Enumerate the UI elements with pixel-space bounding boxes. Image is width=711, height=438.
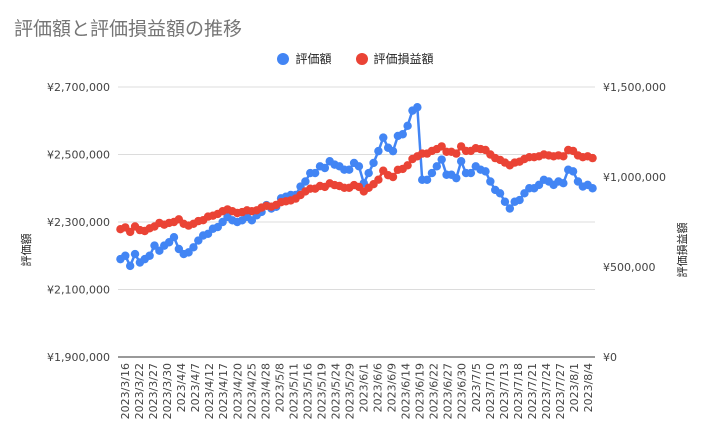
- data-point-0: [398, 130, 407, 139]
- data-point-0: [125, 261, 135, 271]
- data-point-0: [466, 168, 476, 178]
- data-point-1: [452, 149, 461, 158]
- x-tick-label: 2023/7/13: [498, 363, 511, 419]
- x-tick-label: 2023/3/30: [161, 363, 174, 419]
- data-point-0: [486, 177, 495, 186]
- data-point-0: [505, 204, 515, 213]
- x-tick-label: 2023/3/22: [133, 363, 146, 419]
- legend-entry-gain[interactable]: 評価損益額: [355, 50, 434, 67]
- data-point-0: [432, 162, 442, 171]
- chart-title: 評価額と評価損益額の推移: [14, 18, 243, 40]
- data-point-0: [169, 232, 179, 242]
- x-tick-label: 2023/4/12: [203, 363, 216, 419]
- x-tick-label: 2023/6/19: [414, 363, 427, 419]
- x-tick-label: 2023/4/7: [189, 363, 202, 412]
- data-point-0: [481, 167, 490, 176]
- data-point-0: [354, 162, 364, 171]
- right-tick-label: ¥1,500,000: [603, 81, 666, 94]
- legend-dot-valuation-icon: [277, 52, 290, 65]
- left-axis-title: 評価額: [19, 234, 33, 267]
- x-tick-label: 2023/5/29: [343, 363, 356, 419]
- x-tick-label: 2023/4/17: [217, 363, 230, 419]
- left-tick-label: ¥2,500,000: [47, 149, 110, 162]
- data-point-0: [456, 157, 466, 166]
- data-point-0: [374, 146, 383, 156]
- x-tick-label: 2023/5/8: [273, 363, 286, 412]
- x-tick-label: 2023/7/27: [554, 363, 567, 419]
- data-point-0: [130, 249, 140, 259]
- data-point-0: [427, 168, 437, 178]
- legend: 評価額 評価損益額: [0, 50, 711, 67]
- data-point-1: [559, 152, 568, 161]
- left-tick-label: ¥2,700,000: [47, 81, 110, 94]
- data-point-0: [588, 184, 597, 193]
- x-tick-label: 2023/6/14: [400, 363, 413, 419]
- data-point-0: [495, 189, 505, 198]
- data-point-0: [189, 243, 198, 252]
- x-tick-label: 2023/4/20: [231, 363, 244, 419]
- right-tick-label: ¥500,000: [603, 261, 656, 274]
- left-tick-label: ¥2,100,000: [47, 284, 110, 297]
- x-tick-label: 2023/5/11: [287, 363, 300, 419]
- legend-label-valuation: 評価額: [295, 52, 332, 66]
- data-point-1: [374, 175, 383, 184]
- x-tick-label: 2023/5/19: [315, 363, 328, 419]
- x-tick-label: 2023/6/30: [456, 363, 469, 419]
- x-tick-label: 2023/8/4: [582, 363, 595, 412]
- x-tick-label: 2023/7/5: [470, 363, 483, 412]
- legend-label-gain: 評価損益額: [373, 52, 434, 66]
- data-point-0: [568, 167, 578, 176]
- data-point-1: [403, 161, 412, 170]
- x-tick-label: 2023/6/9: [386, 363, 399, 412]
- data-point-0: [413, 103, 422, 112]
- data-point-0: [320, 163, 330, 173]
- data-point-0: [344, 165, 354, 174]
- data-point-0: [364, 168, 373, 178]
- data-point-1: [437, 142, 446, 151]
- x-tick-label: 2023/4/25: [245, 363, 258, 419]
- data-point-0: [121, 251, 130, 260]
- data-point-0: [301, 177, 310, 186]
- x-tick-label: 2023/6/1: [358, 363, 371, 412]
- x-tick-label: 2023/3/27: [147, 363, 160, 419]
- x-tick-label: 2023/6/27: [442, 363, 455, 419]
- data-point-0: [422, 175, 432, 185]
- left-tick-label: ¥1,900,000: [47, 351, 110, 364]
- x-tick-label: 2023/6/6: [372, 363, 385, 412]
- x-tick-label: 2023/7/18: [512, 363, 525, 419]
- data-point-0: [500, 197, 510, 206]
- data-point-1: [125, 227, 135, 237]
- data-point-0: [310, 168, 320, 178]
- data-point-1: [388, 172, 398, 182]
- x-tick-label: 2023/6/22: [428, 363, 441, 419]
- right-tick-label: ¥0: [603, 351, 617, 364]
- x-tick-label: 2023/7/10: [484, 363, 497, 419]
- right-tick-label: ¥1,000,000: [603, 171, 666, 184]
- x-tick-label: 2023/4/28: [259, 363, 272, 419]
- x-tick-label: 2023/4/4: [175, 363, 188, 412]
- x-tick-label: 2023/8/1: [568, 363, 581, 412]
- x-tick-label: 2023/7/24: [540, 363, 553, 419]
- right-axis-title: 評価損益額: [675, 223, 689, 278]
- x-tick-label: 2023/7/21: [526, 363, 539, 419]
- data-point-0: [452, 173, 461, 183]
- left-tick-label: ¥2,300,000: [47, 216, 110, 229]
- data-point-0: [379, 133, 388, 142]
- data-point-0: [515, 195, 524, 205]
- x-tick-label: 2023/5/16: [301, 363, 314, 419]
- data-point-0: [437, 155, 446, 164]
- data-point-0: [369, 158, 378, 168]
- data-point-0: [388, 146, 398, 156]
- legend-entry-valuation[interactable]: 評価額: [277, 50, 332, 67]
- x-tick-label: 2023/3/16: [119, 363, 132, 419]
- data-point-1: [588, 153, 597, 163]
- data-point-0: [403, 121, 412, 131]
- legend-dot-gain-icon: [355, 52, 368, 65]
- x-tick-label: 2023/5/24: [329, 363, 342, 419]
- data-point-0: [145, 251, 154, 260]
- data-point-0: [559, 178, 568, 188]
